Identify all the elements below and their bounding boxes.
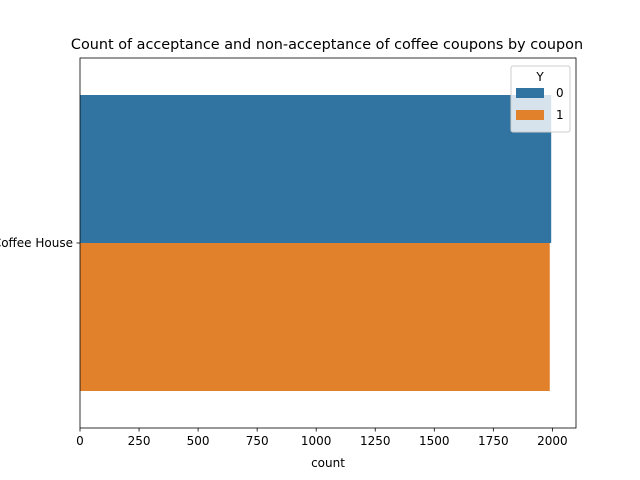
bar-coffee-house-y0 bbox=[80, 95, 552, 243]
x-tick-label-0: 0 bbox=[76, 434, 84, 448]
x-tick-label-500: 500 bbox=[187, 434, 210, 448]
legend: Y 0 1 bbox=[510, 65, 571, 133]
legend-swatch-y1 bbox=[516, 110, 544, 120]
x-tick-label-1250: 1250 bbox=[360, 434, 391, 448]
x-tick-label-250: 250 bbox=[128, 434, 151, 448]
x-tick-label-1750: 1750 bbox=[478, 434, 509, 448]
x-tick-label-2000: 2000 bbox=[537, 434, 568, 448]
x-tick-label-1500: 1500 bbox=[419, 434, 450, 448]
legend-label-y0: 0 bbox=[556, 86, 564, 100]
legend-label-y1: 1 bbox=[556, 108, 564, 122]
legend-swatch-y0 bbox=[516, 88, 544, 98]
y-tick-label-0: Coffee House bbox=[0, 236, 73, 250]
bar-coffee-house-y1 bbox=[80, 243, 550, 391]
legend-title: Y bbox=[535, 70, 544, 84]
x-tick-label-1000: 1000 bbox=[301, 434, 332, 448]
bars-group bbox=[80, 95, 552, 391]
y-axis: Coffee House bbox=[0, 236, 80, 250]
x-axis: 0 250 500 750 1000 1250 1500 1750 2000 bbox=[76, 428, 568, 448]
x-tick-label-750: 750 bbox=[246, 434, 269, 448]
chart-title: Count of acceptance and non-acceptance o… bbox=[71, 37, 583, 53]
x-axis-label: count bbox=[311, 456, 345, 470]
